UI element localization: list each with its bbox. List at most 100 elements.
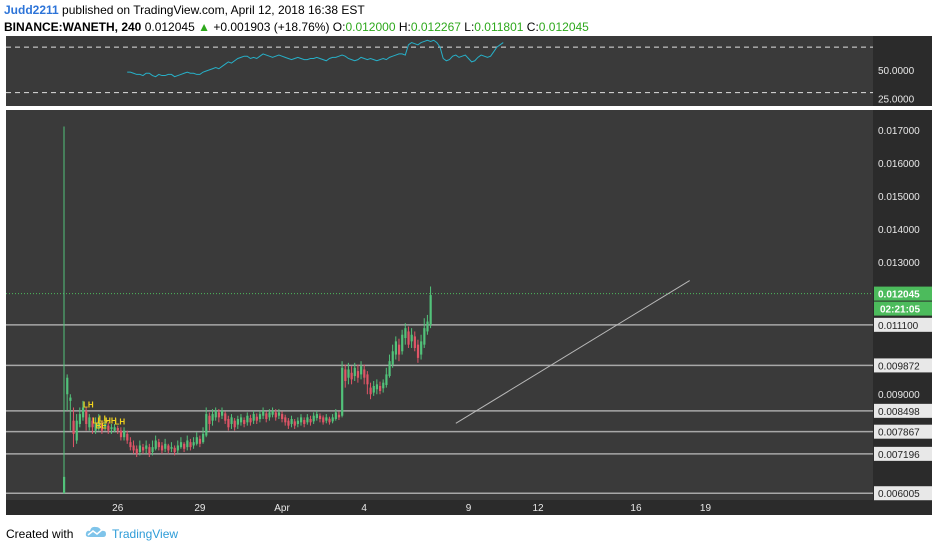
candle-body: [309, 419, 312, 423]
candle-body: [404, 328, 407, 339]
candle-body: [318, 415, 322, 420]
candle-body: [429, 295, 432, 325]
up-arrow-icon: ▲: [198, 20, 210, 34]
candle-body: [284, 417, 287, 423]
candle-body: [72, 420, 75, 434]
candle-body: [195, 437, 198, 444]
candle-body: [126, 433, 129, 441]
pattern-label: LL: [92, 416, 102, 425]
candle-body: [135, 448, 138, 454]
candle-body: [293, 421, 296, 426]
candle-body: [154, 440, 157, 449]
candle-body: [296, 420, 300, 424]
candle-body: [350, 372, 353, 380]
pattern-label: LH: [83, 400, 94, 409]
tradingview-brand-link[interactable]: TradingView: [112, 527, 179, 541]
candle-body: [262, 410, 265, 416]
candle-body: [183, 443, 186, 449]
candle-body: [287, 420, 290, 426]
candle-body: [322, 417, 325, 423]
price-tick-label: 0.009000: [878, 390, 920, 401]
open-label: O:: [332, 20, 346, 34]
candle-body: [88, 417, 91, 428]
candle-body: [170, 447, 173, 449]
candle-body: [107, 425, 110, 431]
candle-body: [186, 440, 189, 448]
candle-body: [129, 442, 132, 448]
time-tick-label: Apr: [274, 503, 290, 514]
candles: [63, 126, 432, 494]
candle-body: [416, 344, 420, 358]
candle-body: [94, 423, 97, 431]
open-value: 0.012000: [345, 20, 396, 34]
level-tag-label: 0.007867: [878, 428, 920, 439]
candle-body: [268, 412, 271, 418]
level-tag-label: 0.009872: [878, 361, 920, 372]
time-axis[interactable]: 26 29 Apr 4 9 12 16 19: [112, 503, 711, 514]
time-tick-label: 9: [466, 503, 472, 514]
candle-body: [75, 420, 78, 441]
countdown-label: 02:21:05: [880, 305, 920, 316]
candle-body: [366, 374, 369, 385]
published-text: published on TradingView.com, April 12, …: [62, 3, 365, 17]
time-tick-label: 26: [112, 503, 124, 514]
candle-body: [360, 366, 363, 375]
candle-body: [375, 384, 379, 390]
candle-body: [356, 371, 360, 378]
rsi-tick-label: 25.0000: [878, 94, 915, 105]
rsi-line: [127, 39, 504, 78]
candle-body: [85, 410, 88, 424]
symbol-label: BINANCE:WANETH, 240: [4, 20, 142, 34]
candle-body: [274, 412, 277, 418]
current-price-tag-label: 0.012045: [878, 290, 920, 301]
candle-body: [281, 414, 284, 420]
candle-body: [315, 414, 318, 419]
level-tag: [874, 486, 932, 501]
candle-body: [379, 385, 382, 391]
candle-body: [145, 445, 148, 449]
candle-body: [224, 413, 227, 421]
candle-body: [249, 418, 252, 423]
time-tick-label: 29: [194, 503, 206, 514]
candle-body: [290, 419, 293, 424]
candle-body: [252, 414, 255, 421]
rsi-tick-label: 50.0000: [878, 66, 915, 77]
candle-body: [211, 414, 214, 421]
candle-body: [81, 407, 85, 418]
candle-body: [369, 387, 372, 395]
pattern-label: LH: [115, 418, 126, 427]
username-link[interactable]: Judd2211: [4, 3, 59, 17]
candle-body: [78, 414, 81, 424]
candle-body: [265, 413, 268, 420]
candle-body: [179, 442, 183, 448]
candle-body: [239, 417, 243, 423]
candle-body: [167, 445, 170, 451]
time-axis-background: [6, 500, 932, 515]
candle-body: [132, 445, 135, 451]
candle-body: [306, 417, 309, 423]
candle-body: [420, 341, 423, 355]
last-price: 0.012045: [144, 20, 195, 34]
close-label: C:: [526, 20, 539, 34]
candle-body: [277, 412, 281, 416]
candle-body: [385, 374, 388, 385]
candle-body: [372, 385, 375, 393]
candle-body: [328, 418, 331, 423]
candle-body: [116, 427, 119, 431]
candle-body: [246, 415, 249, 423]
pattern-label: HH: [105, 416, 117, 425]
pattern-label: LL: [99, 414, 109, 423]
created-with-text: Created with: [6, 527, 74, 541]
candle-body: [66, 377, 69, 395]
level-tag-label: 0.006005: [878, 489, 920, 500]
candle-body: [255, 416, 258, 421]
candle-body: [148, 447, 151, 454]
price-axis[interactable]: 0.017000 0.016000 0.015000 0.014000 0.013000…: [874, 126, 932, 501]
time-tick-label: 4: [361, 503, 367, 514]
candle-body: [214, 410, 217, 418]
candle-body: [217, 412, 221, 418]
rsi-pane[interactable]: 50.0000 25.0000: [6, 39, 915, 105]
candle-body: [63, 476, 66, 494]
candle-body: [401, 334, 404, 352]
